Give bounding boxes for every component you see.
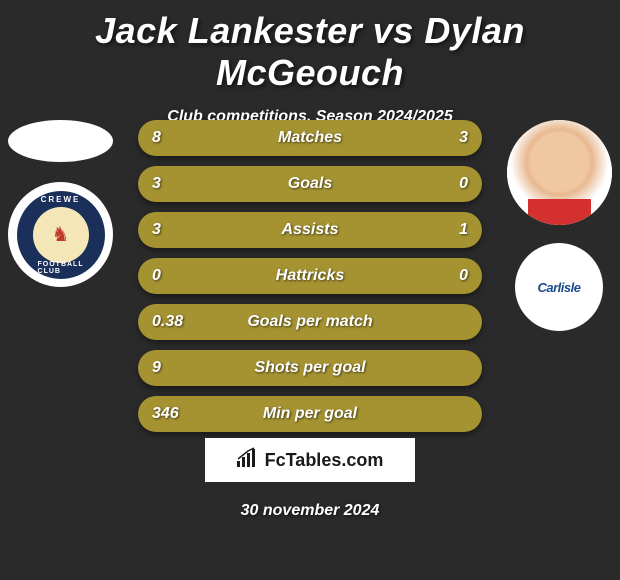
stat-label: Min per goal [263, 405, 357, 423]
stat-label: Assists [282, 221, 339, 239]
stat-left-value: 346 [152, 405, 179, 423]
left-player-avatar-placeholder [8, 120, 113, 162]
right-club-badge: Carlisle [515, 243, 603, 331]
stat-row: 9 Shots per goal [138, 350, 482, 386]
stat-left-value: 3 [152, 175, 161, 193]
stat-left-value: 9 [152, 359, 161, 377]
stat-right-value: 1 [459, 221, 468, 239]
stat-label: Hattricks [276, 267, 344, 285]
stat-row: 346 Min per goal [138, 396, 482, 432]
stat-left-value: 3 [152, 221, 161, 239]
page-title: Jack Lankester vs Dylan McGeouch [0, 0, 620, 94]
stats-comparison: 8 Matches 3 3 Goals 0 3 Assists 1 0 Hattricks 0 0.38… [138, 120, 482, 442]
stat-row: 0.38 Goals per match [138, 304, 482, 340]
chart-icon [237, 447, 259, 473]
footer-date: 30 november 2024 [241, 502, 380, 520]
stat-row: 8 Matches 3 [138, 120, 482, 156]
stat-row: 3 Assists 1 [138, 212, 482, 248]
stat-left-value: 0.38 [152, 313, 183, 331]
stat-label: Shots per goal [254, 359, 365, 377]
lion-icon: ♞ [33, 207, 89, 263]
stat-row: 0 Hattricks 0 [138, 258, 482, 294]
stat-left-value: 8 [152, 129, 161, 147]
site-logo-text: FcTables.com [265, 450, 384, 471]
stat-right-value: 0 [459, 175, 468, 193]
stat-left-value: 0 [152, 267, 161, 285]
stat-row: 3 Goals 0 [138, 166, 482, 202]
right-player-avatar [507, 120, 612, 225]
left-player-column: CREWE ♞ FOOTBALL CLUB [8, 120, 113, 287]
stat-right-value: 0 [459, 267, 468, 285]
stat-label: Goals per match [247, 313, 372, 331]
right-club-name: Carlisle [538, 280, 581, 295]
stat-right-value: 3 [459, 129, 468, 147]
stat-label: Matches [278, 129, 342, 147]
right-player-column: Carlisle [507, 120, 612, 331]
left-club-badge: CREWE ♞ FOOTBALL CLUB [8, 182, 113, 287]
site-logo[interactable]: FcTables.com [205, 438, 415, 482]
stat-label: Goals [288, 175, 332, 193]
